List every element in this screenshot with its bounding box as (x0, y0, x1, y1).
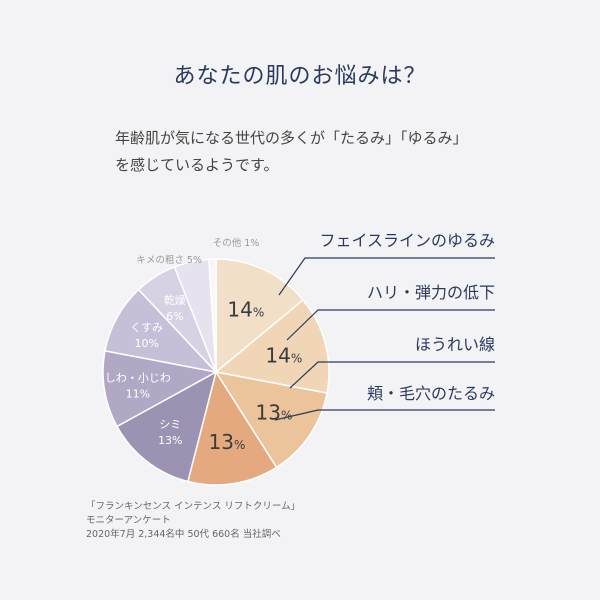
callout-label: 頬・毛穴のたるみ (367, 384, 495, 403)
pie-slice (215, 258, 305, 374)
slice-percent-label: 13% (209, 430, 246, 454)
slice-label: くすみ (130, 321, 163, 334)
pie-slice (186, 370, 278, 486)
pie-slice (208, 258, 217, 373)
slice-percent-label: 11% (126, 387, 150, 400)
callout-line (278, 257, 495, 296)
pie-slice (115, 370, 218, 483)
slice-label: シミ (159, 418, 181, 431)
subtitle: 年齢肌が気になる世代の多くが「たるみ」「ゆるみ」 を感じているようです。 (115, 125, 535, 179)
pie-slice (104, 288, 219, 374)
source-note-line-3: 2020年7月 2,344名中 50代 660名 当社調べ (86, 529, 281, 540)
slice-percent-label: 10% (134, 337, 158, 350)
slice-label: キメの粗さ 5% (136, 254, 202, 266)
page-title: あなたの肌のお悩みは？ (173, 64, 427, 89)
pie-slice (102, 349, 219, 428)
slice-percent-label: 14% (227, 298, 264, 322)
callout-label: ほうれい線 (415, 335, 495, 354)
callout-line (289, 361, 495, 389)
subtitle-line-2: を感じているようです。 (115, 156, 279, 174)
callout-line (286, 309, 495, 341)
slice-percent-label: 13% (256, 400, 293, 424)
slice-label: しわ・小じわ (105, 371, 171, 384)
source-note: 「フランキンセンス インテンス リフトクリーム」 モニターアンケート 2020年… (86, 500, 300, 542)
slice-label: その他 1% (213, 237, 260, 249)
subtitle-line-1: 年齢肌が気になる世代の多くが「たるみ」「ゆるみ」 (115, 129, 468, 147)
slice-percent-label: 6% (166, 310, 183, 323)
slice-label: 乾燥 (164, 294, 186, 307)
source-note-line-2: モニターアンケート (86, 515, 171, 526)
slice-percent-label: 13% (158, 434, 182, 447)
callout-line (274, 409, 495, 421)
source-note-line-1: 「フランキンセンス インテンス リフトクリーム」 (86, 501, 301, 512)
pie-slice (214, 370, 328, 469)
callout-label: ハリ・弾力の低下 (367, 283, 495, 302)
callout-label: フェイスラインのゆるみ (319, 231, 495, 250)
slice-percent-label: 14% (265, 344, 302, 368)
pie-slice (214, 298, 330, 395)
